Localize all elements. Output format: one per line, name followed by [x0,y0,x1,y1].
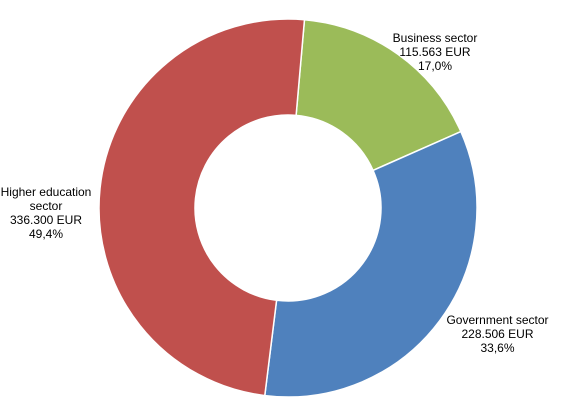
percent-label: 49,4% [28,227,64,241]
data-label: Higher education sector 336.300 EUR 49,4% [0,185,92,241]
data-label: Business sector 115.563 EUR 17,0% [385,31,485,73]
value-label: 336.300 EUR [9,213,83,227]
value-label: 228.506 EUR [461,327,534,341]
data-label: Government sector 228.506 EUR 33,6% [440,313,555,355]
category-label: Business sector [392,31,478,45]
percent-label: 33,6% [480,341,515,355]
category-label: Government sector [446,313,549,327]
donut-segment [295,18,462,172]
value-label: 115.563 EUR [399,45,471,59]
category-label: Higher education sector [0,185,92,213]
donut-segment [263,130,478,398]
percent-label: 17,0% [417,59,453,73]
donut-segment [98,18,306,397]
